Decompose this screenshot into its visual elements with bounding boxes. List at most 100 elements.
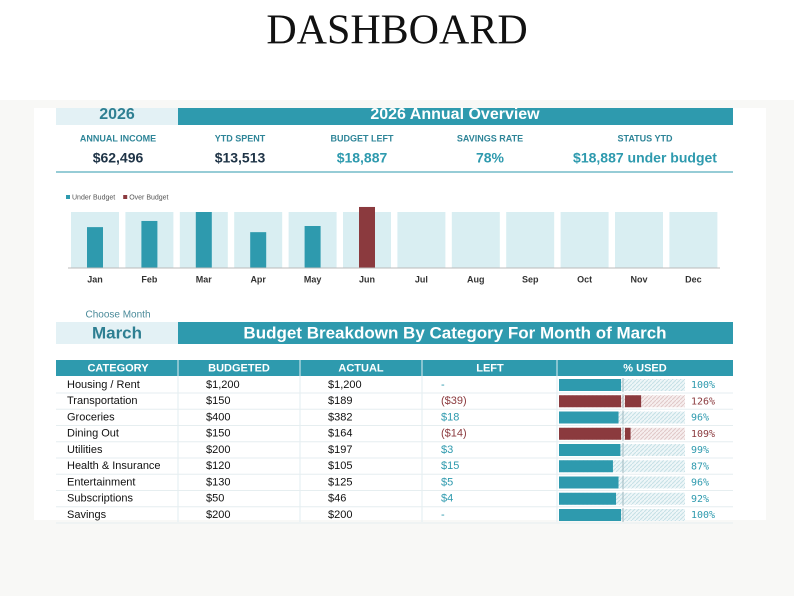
pct-bar	[559, 427, 621, 440]
pct-label: 96%	[691, 478, 709, 489]
month-label: Jul	[415, 274, 428, 284]
pct-bar	[559, 444, 621, 456]
bar	[304, 226, 321, 268]
legend-label: Over Budget	[129, 194, 168, 201]
column-header: ACTUAL	[338, 362, 383, 374]
left: $4	[441, 493, 453, 505]
column-header: LEFT	[476, 362, 504, 374]
actual: $189	[328, 395, 352, 407]
pct-bar	[559, 492, 617, 505]
budgeted: $400	[206, 411, 230, 423]
overview-bar	[178, 108, 733, 125]
bar	[195, 212, 212, 268]
left: $18	[441, 411, 459, 423]
pct-label: 100%	[691, 510, 715, 521]
category: Subscriptions	[67, 493, 134, 505]
month-label: Nov	[630, 274, 647, 284]
kpi-value: $18,887 under budget	[573, 150, 717, 166]
kpi-label: STATUS YTD	[617, 133, 673, 143]
budget-background	[615, 212, 663, 268]
pct-label: 109%	[691, 429, 715, 440]
month-label: Feb	[141, 274, 158, 284]
left: ($39)	[441, 395, 467, 407]
month-label: Sep	[522, 274, 539, 284]
month-label: Apr	[250, 274, 266, 284]
budgeted: $120	[206, 460, 230, 472]
actual: $164	[328, 428, 352, 440]
budgeted: $50	[206, 493, 224, 505]
kpi-value: $62,496	[93, 150, 144, 166]
budget-background	[397, 212, 446, 268]
actual: $125	[328, 476, 352, 488]
bar	[250, 232, 267, 268]
month-box	[56, 322, 178, 344]
budgeted: $150	[206, 395, 230, 407]
legend-swatch	[123, 195, 128, 199]
budgeted: $200	[206, 509, 230, 521]
pct-label: 100%	[691, 380, 715, 391]
pct-bar	[559, 411, 619, 424]
actual: $1,200	[328, 379, 362, 391]
month-label: Aug	[467, 274, 485, 284]
left: $5	[441, 476, 453, 488]
budget-background	[560, 212, 609, 268]
year: 2026	[99, 106, 135, 123]
left: -	[441, 509, 445, 521]
year-box	[56, 108, 178, 125]
left: $3	[441, 444, 453, 456]
kpi-value: $18,887	[337, 150, 388, 166]
breakdown-title: Budget Breakdown By Category For Month o…	[243, 323, 666, 342]
bar	[359, 206, 375, 268]
budget-background	[506, 212, 555, 268]
month-label: Oct	[577, 274, 592, 284]
category: Utilities	[67, 444, 103, 456]
pct-bar-over	[625, 427, 631, 440]
bar	[87, 227, 103, 268]
pct-bar	[559, 395, 621, 408]
category: Savings	[67, 509, 107, 521]
pct-bar	[559, 379, 621, 391]
actual: $197	[328, 444, 352, 456]
month-label: Jun	[359, 274, 375, 284]
actual: $105	[328, 460, 352, 472]
pct-label: 87%	[691, 461, 709, 472]
pct-bar	[559, 460, 613, 473]
column-header: CATEGORY	[87, 362, 149, 374]
budgeted: $200	[206, 444, 230, 456]
category: Housing / Rent	[67, 379, 140, 391]
legend-swatch	[66, 195, 70, 199]
pct-label: 99%	[691, 445, 709, 456]
budget-background	[669, 212, 718, 268]
kpi-label: BUDGET LEFT	[331, 133, 394, 143]
pct-bar	[559, 509, 621, 521]
left: ($14)	[441, 428, 467, 440]
pct-bar	[559, 476, 619, 489]
budgeted: $130	[206, 476, 230, 488]
budget-background	[451, 212, 500, 268]
column-header: % USED	[623, 362, 666, 374]
actual: $46	[328, 493, 346, 505]
kpi-value: 78%	[476, 150, 505, 166]
kpi-label: SAVINGS RATE	[457, 133, 523, 143]
budgeted: $150	[206, 428, 230, 440]
heading-area	[0, 0, 794, 100]
category: Health & Insurance	[67, 460, 161, 472]
pct-label: 96%	[691, 413, 709, 424]
kpi-label: ANNUAL INCOME	[80, 133, 156, 143]
pct-label: 92%	[691, 494, 709, 505]
pct-label: 126%	[691, 396, 715, 407]
kpi-label: YTD SPENT	[215, 133, 266, 143]
left: -	[441, 379, 445, 391]
overview-title: 2026 Annual Overview	[370, 106, 540, 123]
kpi-value: $13,513	[215, 150, 266, 166]
table-header	[56, 360, 733, 376]
budgeted: $1,200	[206, 379, 240, 391]
category: Groceries	[67, 411, 115, 423]
month-label: Dec	[685, 274, 702, 284]
month-label: May	[304, 274, 322, 284]
actual: $382	[328, 411, 352, 423]
bar	[141, 220, 158, 268]
month-label: Jan	[87, 274, 103, 284]
pct-bar-over	[625, 395, 642, 408]
